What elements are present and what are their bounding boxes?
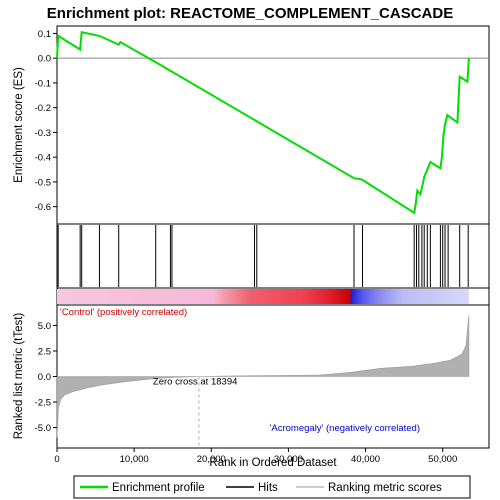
es-y-tick-label: -0.5 xyxy=(35,177,51,188)
es-panel-frame xyxy=(56,25,490,225)
enrichment-profile xyxy=(56,30,470,215)
es-y-tick-label: -0.6 xyxy=(35,202,51,213)
x-tick-label: 30,000 xyxy=(274,454,303,465)
es-y-tick-label: -0.4 xyxy=(35,153,51,164)
hits-panel-frame xyxy=(56,223,490,289)
rank-y-tick-label: -5.0 xyxy=(35,423,51,434)
es-panel: 0.1 0.0 -0.1 -0.2 -0.3 -0.4 -0.5 -0.6 xyxy=(35,25,490,225)
x-tick-label: 50,000 xyxy=(428,454,457,465)
rank-y-tick-label: 5.0 xyxy=(38,321,51,332)
legend-label-profile: Enrichment profile xyxy=(112,482,205,494)
rank-metric-panel: 5.0 2.5 0.0 -2.5 -5.0 Zero cross at 18394 'C… xyxy=(35,304,490,449)
rank-y-tick-label: -2.5 xyxy=(35,398,51,409)
negative-correlation-label: 'Acromegaly' (negatively correlated) xyxy=(270,423,420,434)
x-axis: 0 10,000 20,000 30,000 40,000 50,000 xyxy=(54,448,457,465)
legend-box xyxy=(73,475,471,499)
positive-correlation-label: 'Control' (positively correlated) xyxy=(60,307,187,318)
es-y-tick-label: 0.1 xyxy=(38,29,51,40)
x-axis-label: Rank in Ordered Dataset xyxy=(209,457,337,469)
x-tick-label: 40,000 xyxy=(351,454,380,465)
hit-marks xyxy=(57,225,469,287)
legend-label-hits: Hits xyxy=(258,482,278,494)
ranking-heat-bar xyxy=(56,287,490,306)
zero-cross-label: Zero cross at 18394 xyxy=(153,377,238,388)
rank-y-axis-label: Ranked list metric (tTest) xyxy=(13,313,25,440)
es-y-axis-label: Enrichment score (ES) xyxy=(13,67,25,183)
es-y-tick-label: 0.0 xyxy=(38,54,51,65)
es-y-tick-label: -0.3 xyxy=(35,128,51,139)
rank-y-tick-label: 0.0 xyxy=(38,372,51,383)
es-y-tick-label: -0.2 xyxy=(35,103,51,114)
heat-bar-fill xyxy=(57,289,469,304)
hits-panel xyxy=(56,223,490,289)
ranking-metric-area xyxy=(56,315,470,438)
es-y-tick-label: -0.1 xyxy=(35,78,51,89)
rank-y-axis: 5.0 2.5 0.0 -2.5 -5.0 xyxy=(35,321,57,434)
x-tick-label: 10,000 xyxy=(120,454,149,465)
es-y-axis: 0.1 0.0 -0.1 -0.2 -0.3 -0.4 -0.5 -0.6 xyxy=(35,29,57,213)
enrichment-profile-line xyxy=(56,30,470,215)
ranking-metric-fill xyxy=(56,315,470,438)
x-tick-label: 20,000 xyxy=(197,454,226,465)
legend: Enrichment profile Hits Ranking metric s… xyxy=(73,475,471,499)
chart-title: Enrichment plot: REACTOME_COMPLEMENT_CAS… xyxy=(47,5,453,22)
x-tick-label: 0 xyxy=(54,454,59,465)
rank-y-tick-label: 2.5 xyxy=(38,346,51,357)
legend-label-metric: Ranking metric scores xyxy=(328,482,442,494)
